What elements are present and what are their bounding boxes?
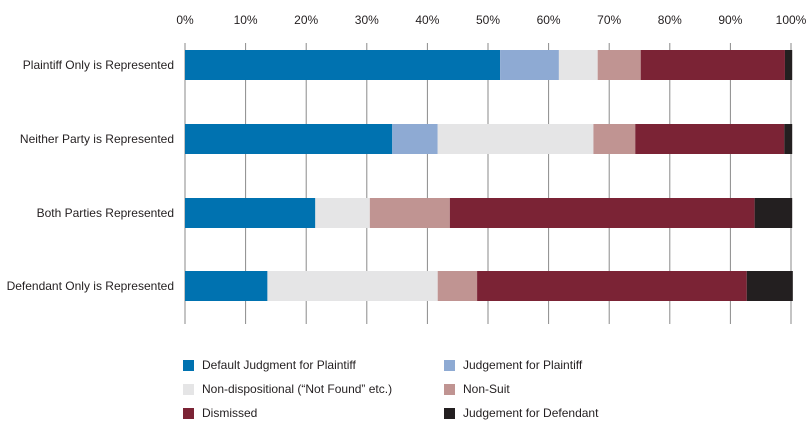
- x-tick-label: 20%: [294, 13, 318, 27]
- bar-segment: [437, 271, 478, 301]
- bar-segment: [185, 50, 501, 80]
- legend-swatch: [444, 407, 455, 419]
- legend-item-judgement-plaintiff: Judgement for Plaintiff: [444, 358, 582, 372]
- legend-label: Non-dispositional (“Not Found” etc.): [202, 382, 393, 396]
- legend-swatch: [183, 407, 194, 419]
- bar-segment: [746, 271, 793, 301]
- legend-label: Non-Suit: [463, 382, 510, 396]
- bar-segment: [449, 198, 755, 228]
- bar-segment: [185, 271, 268, 301]
- x-tick-label: 0%: [176, 13, 194, 27]
- x-tick-label: 50%: [476, 13, 500, 27]
- legend-swatch: [444, 359, 455, 371]
- bar-segment: [784, 50, 793, 80]
- bar-segment: [267, 271, 438, 301]
- bar-segment: [784, 124, 793, 154]
- legend-item-judgement-defendant: Judgement for Defendant: [444, 406, 598, 420]
- legend-item-dismissed: Dismissed: [183, 406, 257, 420]
- category-label: Both Parties Represented: [37, 206, 174, 220]
- x-tick-label: 100%: [776, 13, 807, 27]
- legend-label: Default Judgment for Plaintiff: [202, 358, 356, 372]
- x-tick-label: 80%: [658, 13, 682, 27]
- bar-segment: [593, 124, 636, 154]
- category-label: Plaintiff Only is Represented: [23, 58, 174, 72]
- legend-swatch: [183, 359, 194, 371]
- legend-item-non-dispositional: Non-dispositional (“Not Found” etc.): [183, 382, 392, 396]
- category-label: Defendant Only is Represented: [7, 279, 174, 293]
- legend-label: Judgement for Defendant: [463, 406, 599, 420]
- legend-swatch: [444, 383, 455, 395]
- x-tick-label: 70%: [597, 13, 621, 27]
- bar-segment: [437, 124, 594, 154]
- bar-segment: [500, 50, 559, 80]
- bar-segment: [185, 198, 316, 228]
- bar-segment: [558, 50, 598, 80]
- bar-segment: [477, 271, 747, 301]
- x-tick-label: 90%: [718, 13, 742, 27]
- legend-swatch: [183, 383, 194, 395]
- legend-item-non-suit: Non-Suit: [444, 382, 510, 396]
- bar-segment: [369, 198, 450, 228]
- bar-segment: [754, 198, 793, 228]
- category-label: Neither Party is Represented: [20, 132, 174, 146]
- bar-segment: [185, 124, 393, 154]
- bar-segment: [392, 124, 438, 154]
- x-tick-label: 40%: [415, 13, 439, 27]
- x-tick-label: 10%: [234, 13, 258, 27]
- x-tick-label: 30%: [355, 13, 379, 27]
- bar-segment: [597, 50, 641, 80]
- bar-segment: [640, 50, 785, 80]
- legend-item-default-judgment: Default Judgment for Plaintiff: [183, 358, 356, 372]
- x-tick-label: 60%: [537, 13, 561, 27]
- legend-label: Dismissed: [202, 406, 258, 420]
- bar-segment: [315, 198, 370, 228]
- bar-segment: [635, 124, 785, 154]
- legend-label: Judgement for Plaintiff: [463, 358, 583, 372]
